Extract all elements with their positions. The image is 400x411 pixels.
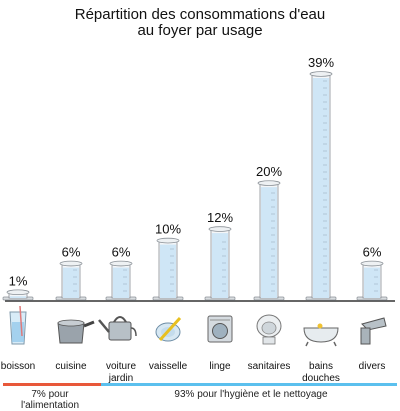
cooking-pot-icon [57, 319, 95, 344]
water-fill [160, 244, 176, 298]
cylinder-rim [156, 237, 180, 244]
water-fill [10, 296, 26, 298]
water-fill [364, 267, 380, 298]
group-label-hygiene-line1: 93% pour l'hygiène et le nettoyage [174, 389, 328, 400]
cylinder-1: 1% [2, 273, 34, 301]
cylinder-rim [6, 289, 30, 296]
value-label: 39% [308, 55, 334, 70]
water-fill [63, 267, 79, 298]
category-label: vaisselle [149, 361, 188, 372]
value-label: 1% [9, 273, 28, 288]
group-label-food-line1: 7% pour [31, 389, 69, 400]
toilet-icon [256, 314, 282, 345]
group-label-hygiene: 93% pour l'hygiène et le nettoyage [104, 389, 398, 400]
value-label: 6% [363, 245, 382, 260]
value-label: 10% [155, 222, 181, 237]
category-label: linge [209, 361, 231, 372]
cylinder-rim [208, 226, 232, 232]
group-label-food: 7% pour l'alimentation [2, 389, 98, 411]
cylinder-rim [257, 180, 281, 186]
value-label: 12% [207, 210, 233, 225]
category-label: sanitaires [248, 361, 291, 372]
water-fill [313, 78, 329, 298]
group-bar-food [3, 383, 101, 386]
group-bar-hygiene [101, 383, 397, 386]
value-label: 6% [62, 245, 81, 260]
cylinder-rim [309, 71, 333, 77]
cylinder-8: 6% [356, 245, 388, 301]
category-label: voiture [106, 361, 136, 372]
dish-and-sponge-icon [155, 316, 182, 342]
category-label: boisson [1, 361, 35, 372]
cylinder-3: 6% [105, 245, 137, 301]
cylinder-4: 10% [152, 222, 184, 301]
water-fill [261, 187, 277, 298]
watering-can-icon [98, 316, 137, 341]
cylinder-6: 20% [253, 164, 285, 301]
bathtub-icon [303, 323, 339, 347]
chart-title-line2: au foyer par usage [137, 22, 263, 39]
water-fill [113, 267, 129, 298]
cylinder-7: 39% [305, 55, 337, 301]
group-label-food-line2: l'alimentation [20, 400, 80, 411]
value-label: 20% [256, 164, 282, 179]
category-label: jardin [108, 373, 133, 384]
category-label: douches [302, 373, 340, 384]
faucet-icon [360, 317, 387, 345]
water-fill [212, 233, 228, 298]
glass-icon [9, 305, 27, 345]
category-label: divers [359, 361, 386, 372]
category-label: cuisine [55, 361, 87, 372]
washing-machine-icon [207, 315, 233, 343]
cylinder-5: 12% [204, 210, 236, 301]
chart-title-line1: Répartition des consommations d'eau [74, 6, 326, 23]
cylinder-rim [109, 260, 133, 267]
value-label: 6% [112, 245, 131, 260]
cylinder-rim [360, 260, 384, 267]
category-label: bains [309, 361, 333, 372]
cylinder-2: 6% [55, 245, 87, 301]
cylinder-rim [59, 260, 83, 267]
